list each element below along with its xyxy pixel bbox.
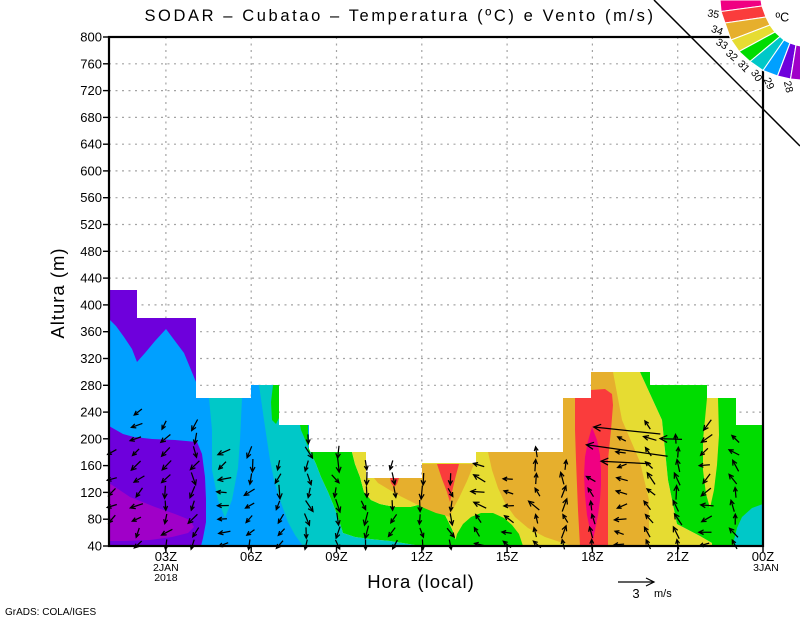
svg-text:12Z: 12Z (411, 549, 433, 564)
svg-text:200: 200 (80, 431, 102, 446)
svg-text:2JAN: 2JAN (153, 562, 179, 574)
svg-text:680: 680 (80, 110, 102, 125)
svg-text:21Z: 21Z (666, 549, 688, 564)
svg-text:Altura (m): Altura (m) (47, 247, 68, 338)
svg-text:440: 440 (80, 271, 102, 286)
svg-text:40: 40 (88, 539, 102, 554)
svg-text:18Z: 18Z (581, 549, 603, 564)
svg-text:720: 720 (80, 83, 102, 98)
svg-text:ºC: ºC (776, 11, 790, 25)
svg-text:30: 30 (748, 68, 765, 84)
svg-text:33: 33 (714, 36, 730, 52)
svg-text:29: 29 (761, 76, 777, 92)
svg-text:240: 240 (80, 405, 102, 420)
svg-text:160: 160 (80, 458, 102, 473)
svg-text:560: 560 (80, 190, 102, 205)
svg-text:03Z: 03Z (155, 549, 177, 564)
svg-text:400: 400 (80, 297, 102, 312)
svg-text:760: 760 (80, 56, 102, 71)
svg-text:15Z: 15Z (496, 549, 518, 564)
svg-text:320: 320 (80, 351, 102, 366)
svg-text:2018: 2018 (154, 572, 178, 584)
svg-text:SODAR – Cubatao – Temperatura: SODAR – Cubatao – Temperatura (ºC) e Ven… (144, 7, 655, 25)
svg-text:120: 120 (80, 485, 102, 500)
svg-text:Hora (local): Hora (local) (367, 571, 475, 592)
svg-text:520: 520 (80, 217, 102, 232)
svg-text:m/s: m/s (654, 588, 672, 600)
svg-text:640: 640 (80, 137, 102, 152)
svg-text:09Z: 09Z (325, 549, 347, 564)
svg-text:28: 28 (781, 80, 796, 94)
svg-text:35: 35 (706, 7, 720, 21)
svg-text:480: 480 (80, 244, 102, 259)
svg-text:600: 600 (80, 163, 102, 178)
svg-text:06Z: 06Z (240, 549, 262, 564)
svg-text:34: 34 (709, 23, 724, 38)
svg-text:3: 3 (632, 586, 639, 601)
svg-text:280: 280 (80, 378, 102, 393)
svg-text:3JAN: 3JAN (753, 562, 779, 574)
svg-text:GrADS: COLA/IGES: GrADS: COLA/IGES (5, 607, 96, 618)
svg-text:80: 80 (88, 512, 102, 527)
svg-text:00Z: 00Z (752, 549, 774, 564)
svg-text:800: 800 (80, 30, 102, 45)
svg-text:360: 360 (80, 324, 102, 339)
